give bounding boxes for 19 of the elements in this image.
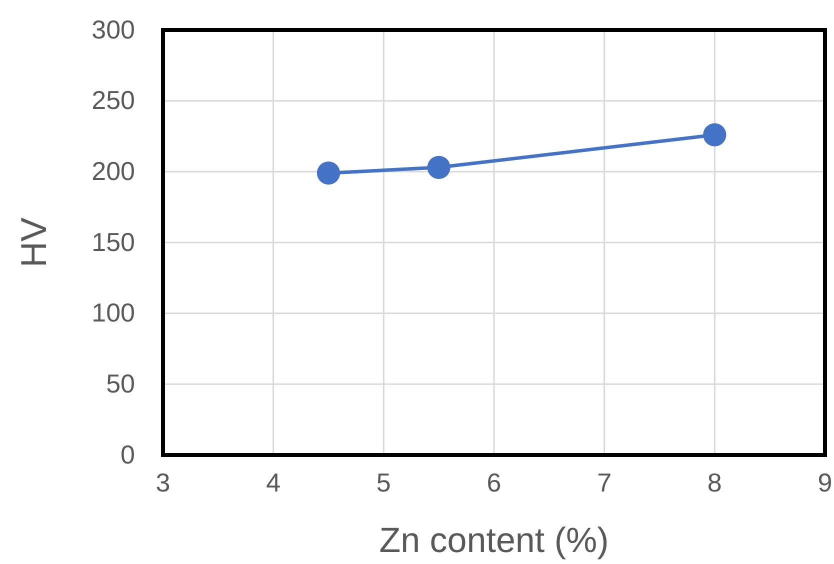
y-tick-label: 250: [92, 85, 135, 116]
y-tick-label: 0: [120, 439, 135, 470]
x-tick-label: 6: [486, 467, 502, 498]
x-tick-label: 9: [818, 467, 832, 498]
y-tick-label: 300: [92, 14, 135, 44]
x-axis-title: Zn content (%): [379, 521, 609, 560]
y-tick-label: 50: [106, 368, 135, 398]
point: [316, 162, 340, 185]
y-tick-label: 100: [92, 298, 135, 328]
y-axis-title: HV: [13, 217, 54, 268]
x-tick-label: 3: [156, 467, 170, 498]
x-tick-label: 5: [376, 467, 391, 498]
y-tick-label: 200: [92, 156, 135, 186]
point: [427, 156, 450, 179]
x-tick-label: 4: [266, 467, 281, 498]
x-tick-label: 7: [597, 467, 612, 498]
point: [703, 123, 726, 146]
y-tick-label: 150: [92, 226, 135, 257]
x-tick-label: 8: [707, 467, 722, 498]
